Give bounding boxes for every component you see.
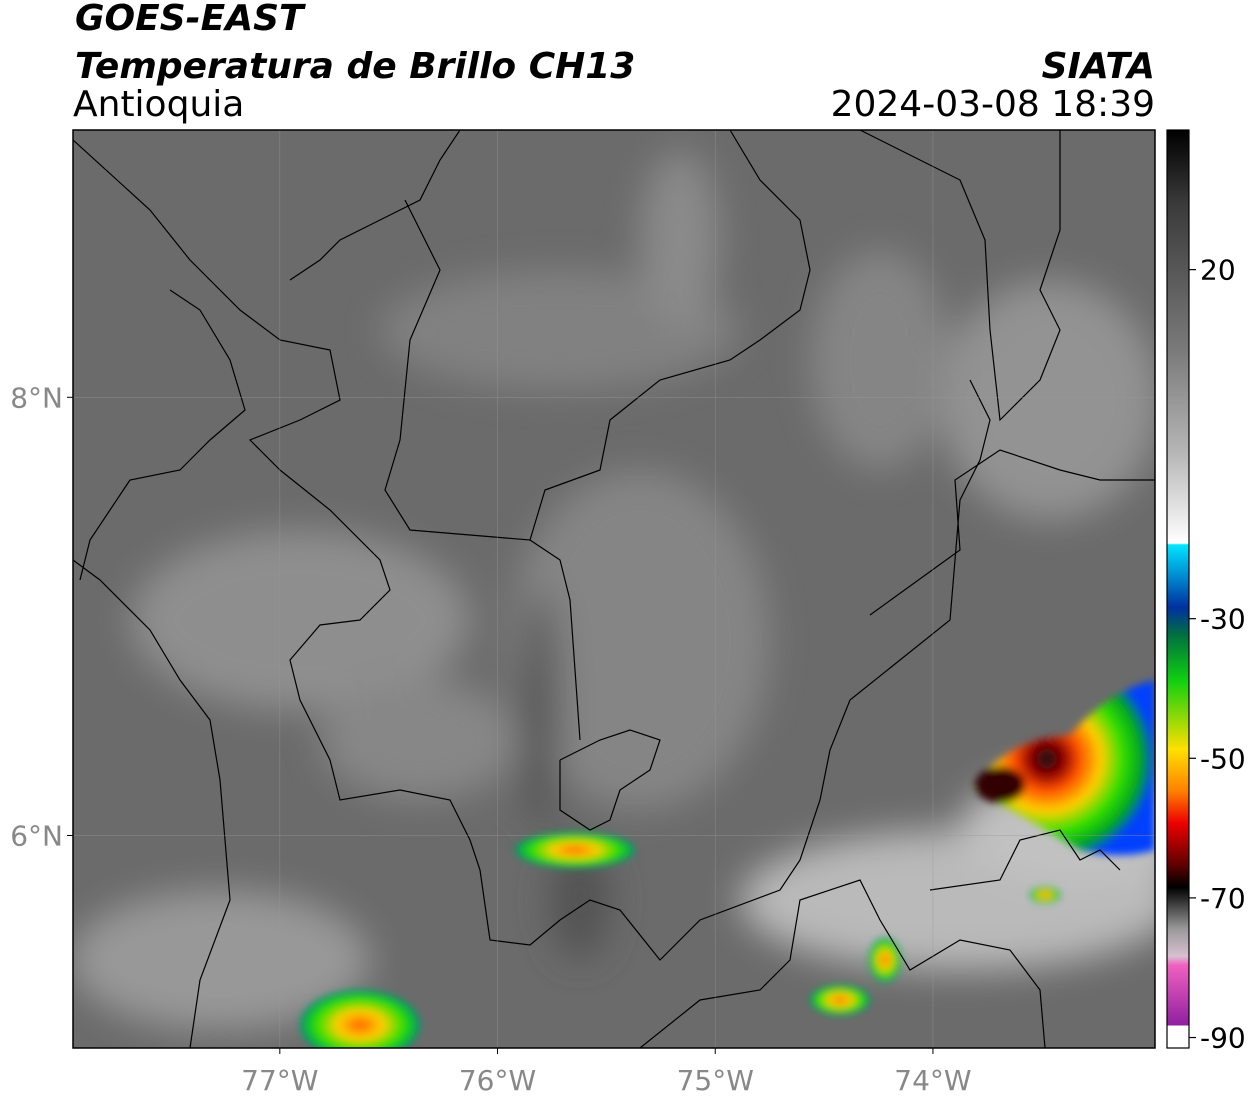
y-tick-label: 6°N [10, 819, 63, 852]
y-tick-label: 8°N [10, 381, 63, 414]
colorbar-tick-label: 20 [1200, 254, 1236, 287]
colorbar-tick-label: -70 [1200, 882, 1246, 915]
borders [73, 130, 1155, 1048]
source: SIATA [1042, 46, 1155, 87]
graticule: 77°W 76°W 75°W 74°W 8°N 6°N [10, 130, 1155, 1097]
colorbar-ticks: 20 -30 -50 -70 -90 [1189, 254, 1246, 1055]
x-tick-label: 75°W [677, 1064, 754, 1097]
x-tick-label: 74°W [894, 1064, 971, 1097]
subtitle: Temperatura de Brillo CH13 [75, 46, 635, 87]
map-frame [72, 129, 1156, 1049]
colorbar-tick-label: -30 [1200, 603, 1246, 636]
colorbar-tick-label: -50 [1200, 742, 1246, 775]
colorbar [1166, 129, 1190, 1049]
satellite-image [73, 130, 1155, 1048]
datetime: 2024-03-08 18:39 [831, 84, 1155, 125]
colorbar-tick-label: -90 [1200, 1022, 1246, 1055]
region: Antioquia [73, 84, 244, 125]
x-tick-label: 77°W [241, 1064, 318, 1097]
x-tick-label: 76°W [459, 1064, 536, 1097]
title: GOES-EAST [75, 0, 306, 39]
